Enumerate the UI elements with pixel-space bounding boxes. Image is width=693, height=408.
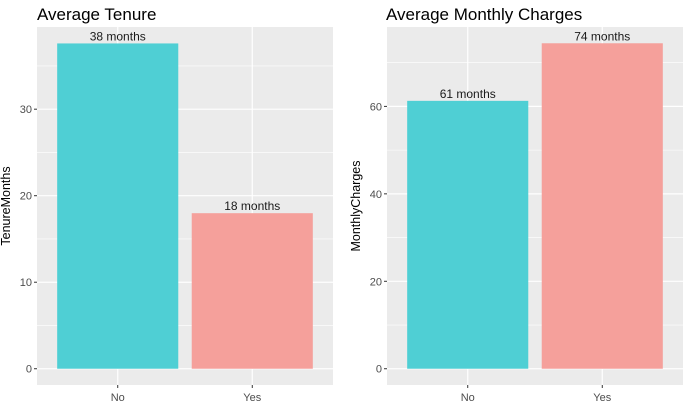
monthly-charges-chart-bar-no	[407, 100, 529, 369]
monthly-charges-chart-y-ticks: 0 20 40 60	[370, 101, 387, 376]
monthly-charges-chart-bar-labels: 61 months 74 months	[440, 29, 631, 101]
monthly-charges-chart-y-tick-label: 60	[370, 101, 382, 113]
tenure-chart-y-tick-label: 0	[26, 364, 32, 376]
tenure-chart-y-tick-label: 20	[20, 191, 32, 203]
tenure-chart: Average Tenure 38 months 18 months 0 10 20 3…	[0, 5, 333, 404]
tenure-chart-bar-yes	[191, 213, 313, 369]
tenure-chart-bar-label-yes: 18 months	[224, 199, 280, 213]
tenure-chart-bar-labels: 38 months 18 months	[90, 29, 281, 213]
tenure-chart-x-tick-label-no: No	[111, 392, 125, 404]
monthly-charges-chart-bar-yes	[541, 43, 663, 369]
tenure-chart-y-ticks: 0 10 20 30	[20, 104, 37, 376]
monthly-charges-chart-x-ticks: No Yes	[461, 385, 612, 404]
tenure-chart-y-tick-label: 10	[20, 277, 32, 289]
monthly-charges-chart-bar-label-no: 61 months	[440, 87, 496, 101]
monthly-charges-chart-bars	[407, 43, 663, 369]
monthly-charges-chart-x-tick-label-no: No	[461, 392, 475, 404]
monthly-charges-chart-y-tick-label: 20	[370, 276, 382, 288]
tenure-chart-x-ticks: No Yes	[111, 385, 262, 404]
tenure-chart-bars	[57, 43, 313, 369]
tenure-chart-x-tick-label-yes: Yes	[243, 392, 261, 404]
monthly-charges-chart-y-axis-title: MonthlyCharges	[349, 160, 363, 251]
monthly-charges-chart-y-tick-label: 0	[376, 364, 382, 376]
monthly-charges-chart-y-tick-label: 40	[370, 189, 382, 201]
monthly-charges-chart: Average Monthly Charges 61 months 74 mont…	[349, 5, 683, 404]
monthly-charges-chart-bar-label-yes: 74 months	[574, 29, 630, 43]
tenure-chart-title: Average Tenure	[37, 5, 156, 24]
monthly-charges-chart-title: Average Monthly Charges	[386, 5, 582, 24]
monthly-charges-chart-x-tick-label-yes: Yes	[593, 392, 611, 404]
tenure-chart-y-axis-title: TenureMonths	[0, 166, 13, 245]
tenure-chart-y-tick-label: 30	[20, 104, 32, 116]
tenure-chart-bar-label-no: 38 months	[90, 29, 146, 43]
tenure-chart-bar-no	[57, 43, 179, 369]
